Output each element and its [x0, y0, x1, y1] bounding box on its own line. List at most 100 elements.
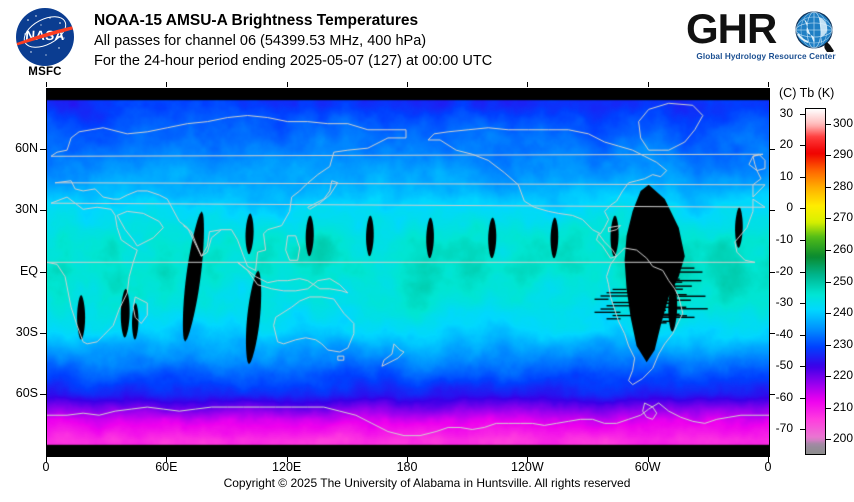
colorbar-label-celsius: 10 — [779, 168, 793, 183]
colorbar-tick-celsius — [800, 334, 805, 336]
svg-text:GHR: GHR — [686, 8, 777, 52]
map-xtick-top — [647, 82, 649, 87]
map-ytick — [40, 210, 46, 212]
map-xtick-top — [768, 82, 769, 87]
colorbar-label-celsius: -30 — [775, 295, 793, 310]
colorbar-label-kelvin: 250 — [833, 273, 854, 288]
nasa-logo: NASA MSFC — [16, 8, 78, 78]
colorbar-label-celsius: -70 — [775, 421, 793, 436]
map-xtick — [46, 457, 47, 462]
colorbar-label-kelvin: 210 — [833, 399, 854, 414]
map-xlabel: 120W — [511, 460, 544, 474]
colorbar-label-celsius: 0 — [786, 200, 793, 215]
colorbar-label-celsius: -50 — [775, 358, 793, 373]
colorbar-label-kelvin: 280 — [833, 178, 854, 193]
map-xlabel: 60E — [155, 460, 178, 474]
title-block: NOAA-15 AMSU-A Brightness Temperatures A… — [94, 11, 674, 71]
map-xtick — [527, 457, 529, 462]
map-xtick — [768, 457, 769, 462]
map-xlabel: 0 — [764, 460, 772, 474]
colorbar-label-kelvin: 240 — [833, 305, 854, 320]
map-ylabel: EQ — [19, 263, 38, 278]
map-ytick-right — [769, 271, 775, 273]
colorbar-label-celsius: -20 — [775, 263, 793, 278]
map-xlabel: 120E — [272, 460, 302, 474]
copyright-notice: Copyright © 2025 The University of Alaba… — [223, 476, 631, 490]
ghrc-tagline: Global Hydrology Resource Center — [696, 52, 836, 61]
map-ytick-right — [769, 210, 775, 212]
colorbar-tick-celsius — [800, 271, 805, 273]
map-xtick — [407, 457, 408, 462]
colorbar-header: (C) Tb (K) — [779, 86, 835, 100]
map-ytick — [40, 149, 46, 151]
colorbar-label-kelvin: 200 — [833, 431, 854, 446]
colorbar-label-celsius: -60 — [775, 389, 793, 404]
map-xlabel: 60W — [634, 460, 661, 474]
colorbar-tick-kelvin — [826, 439, 831, 441]
page-title: NOAA-15 AMSU-A Brightness Temperatures — [94, 12, 419, 29]
colorbar-tick-celsius — [800, 176, 805, 178]
colorbar-tick-celsius — [800, 113, 805, 115]
map-ylabel: 60S — [15, 385, 38, 400]
map-ytick-right — [769, 393, 775, 395]
brightness-temperature-map[interactable] — [47, 89, 769, 456]
colorbar-tick-celsius — [800, 240, 805, 242]
colorbar-tick-kelvin — [826, 155, 831, 157]
colorbar-label-celsius: -10 — [775, 232, 793, 247]
map-xtick-top — [166, 82, 168, 87]
map-xtick — [166, 457, 168, 462]
map-ytick-right — [769, 149, 775, 151]
map-plot-area[interactable] — [46, 88, 770, 457]
subtitle-period: For the 24-hour period ending 2025-05-07… — [94, 53, 493, 69]
ghrc-logo: GHR Global Hydrology Resource Center — [686, 8, 846, 70]
colorbar-tick-kelvin — [826, 186, 831, 188]
colorbar-tick-kelvin — [826, 249, 831, 251]
nasa-swoosh-icon — [16, 25, 74, 46]
colorbar-label-celsius: 20 — [779, 137, 793, 152]
colorbar-tick-celsius — [800, 366, 805, 368]
colorbar-label-kelvin: 230 — [833, 336, 854, 351]
colorbar-tick-kelvin — [826, 218, 831, 220]
map-ylabel: 60N — [15, 141, 38, 156]
map-xtick — [647, 457, 649, 462]
nasa-stars-icon — [24, 15, 65, 56]
map-ylabel: 30N — [15, 202, 38, 217]
map-xtick-top — [286, 82, 288, 87]
map-xtick-top — [407, 82, 408, 87]
map-xtick-top — [527, 82, 529, 87]
colorbar-tick-kelvin — [826, 344, 831, 346]
map-ytick — [40, 271, 46, 273]
colorbar-tick-celsius — [800, 303, 805, 305]
map-xlabel: 0 — [42, 460, 50, 474]
colorbar-tick-kelvin — [826, 123, 831, 125]
map-ytick-right — [769, 332, 775, 334]
colorbar-label-celsius: -40 — [775, 326, 793, 341]
colorbar-tick-celsius — [800, 145, 805, 147]
map-xtick — [286, 457, 288, 462]
colorbar-label-celsius: 30 — [779, 105, 793, 120]
colorbar-tick-celsius — [800, 429, 805, 431]
colorbar-tick-kelvin — [826, 407, 831, 409]
map-ylabel: 30S — [15, 324, 38, 339]
nasa-meatball-icon: NASA — [16, 8, 74, 66]
colorbar-label-kelvin: 300 — [833, 115, 854, 130]
map-xlabel: 180 — [396, 460, 418, 474]
subtitle-channel: All passes for channel 06 (54399.53 MHz,… — [94, 33, 427, 49]
colorbar-label-kelvin: 290 — [833, 147, 854, 162]
colorbar-tick-celsius — [800, 208, 805, 210]
ghrc-wordmark-icon: GHR — [686, 8, 834, 52]
nasa-center-label: MSFC — [28, 66, 62, 78]
colorbar-tick-kelvin — [826, 313, 831, 315]
colorbar[interactable] — [800, 108, 831, 455]
colorbar-tick-celsius — [800, 397, 805, 399]
map-ytick — [40, 393, 46, 395]
colorbar-label-kelvin: 270 — [833, 210, 854, 225]
colorbar-label-kelvin: 260 — [833, 241, 854, 256]
colorbar-gradient — [805, 108, 826, 455]
colorbar-tick-kelvin — [826, 376, 831, 378]
colorbar-label-kelvin: 220 — [833, 368, 854, 383]
map-xtick-top — [46, 82, 47, 87]
colorbar-tick-kelvin — [826, 281, 831, 283]
map-ytick — [40, 332, 46, 334]
